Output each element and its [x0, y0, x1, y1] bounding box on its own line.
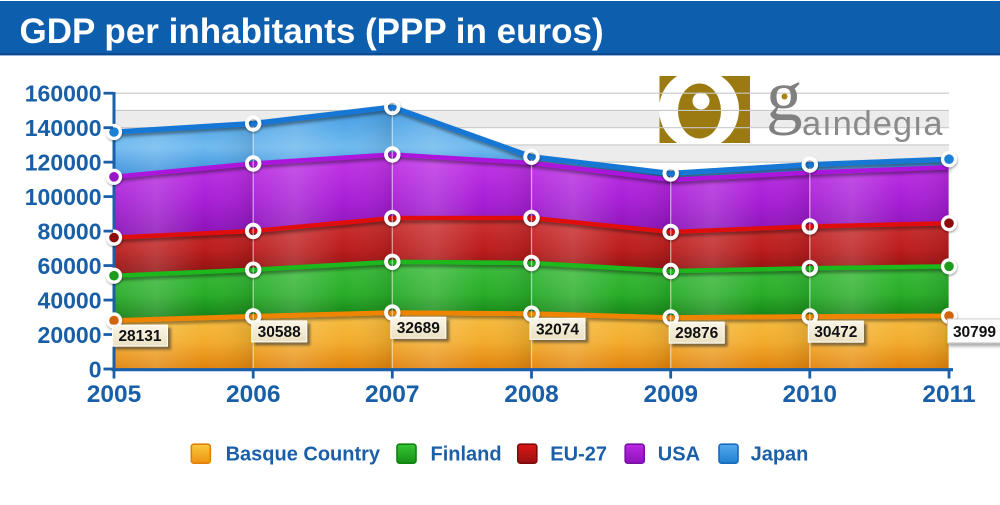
svg-text:20000: 20000 — [38, 322, 102, 348]
svg-text:32689: 32689 — [397, 320, 440, 337]
svg-text:2011: 2011 — [922, 381, 975, 408]
svg-text:30588: 30588 — [258, 324, 301, 341]
svg-text:120000: 120000 — [25, 150, 102, 176]
svg-text:30799: 30799 — [953, 324, 996, 341]
svg-text:aındegıa: aındegıa — [802, 105, 944, 143]
svg-text:100000: 100000 — [25, 184, 102, 210]
svg-text:2006: 2006 — [226, 381, 281, 408]
svg-text:2007: 2007 — [365, 381, 420, 408]
svg-text:USA: USA — [658, 444, 700, 466]
svg-text:Basque Country: Basque Country — [226, 444, 381, 466]
svg-text:Finland: Finland — [431, 444, 502, 466]
svg-text:29876: 29876 — [675, 325, 718, 342]
svg-text:28131: 28131 — [118, 328, 161, 345]
svg-text:30472: 30472 — [814, 324, 857, 341]
svg-text:40000: 40000 — [38, 288, 102, 314]
svg-text:Japan: Japan — [751, 444, 809, 466]
svg-text:2008: 2008 — [504, 381, 559, 408]
svg-text:2005: 2005 — [87, 381, 142, 408]
svg-text:GDP per inhabitants (PPP in eu: GDP per inhabitants (PPP in euros) — [20, 12, 604, 51]
svg-text:2009: 2009 — [643, 381, 698, 408]
svg-text:EU-27: EU-27 — [550, 444, 607, 466]
svg-text:140000: 140000 — [25, 115, 102, 141]
svg-text:160000: 160000 — [25, 81, 102, 107]
svg-text:60000: 60000 — [38, 253, 102, 279]
svg-text:2010: 2010 — [783, 381, 838, 408]
svg-text:80000: 80000 — [38, 219, 102, 245]
svg-text:32074: 32074 — [536, 321, 579, 338]
svg-text:0: 0 — [89, 357, 102, 383]
